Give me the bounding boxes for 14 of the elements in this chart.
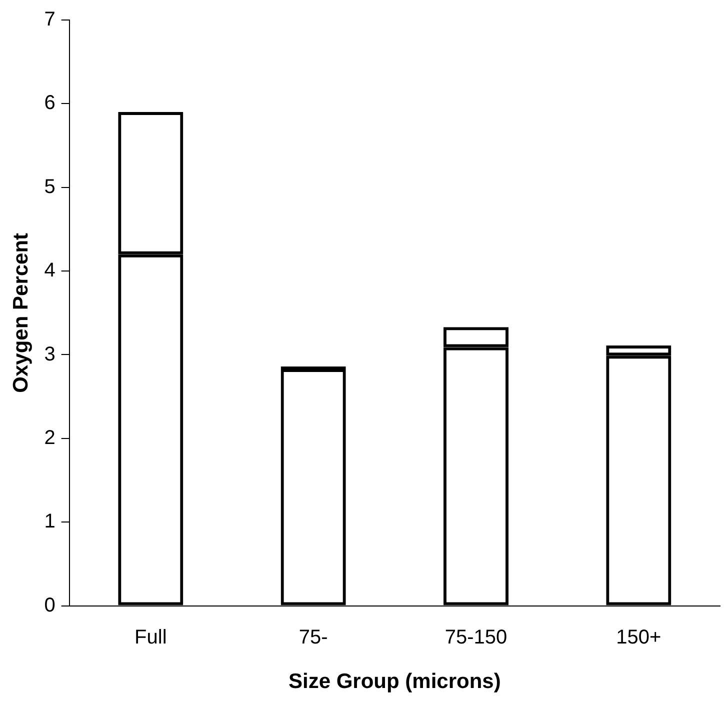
y-tick-label: 6 <box>44 92 56 114</box>
x-axis-title: Size Group (microns) <box>288 670 501 694</box>
y-tick-label: 1 <box>44 510 56 533</box>
y-tick-label: 0 <box>44 594 56 616</box>
y-tick-label: 5 <box>44 176 56 198</box>
x-tick-label: 150+ <box>616 626 662 648</box>
y-tick-label: 2 <box>44 426 56 449</box>
x-tick-label: Full <box>134 626 167 648</box>
y-tick-label: 7 <box>44 8 56 31</box>
x-tick-label: 75-150 <box>444 626 508 648</box>
x-tick-label: 75- <box>298 626 328 648</box>
y-tick-label: 4 <box>44 260 56 282</box>
y-axis-title: Oxygen Percent <box>9 232 32 393</box>
y-tick-label: 3 <box>44 343 56 366</box>
